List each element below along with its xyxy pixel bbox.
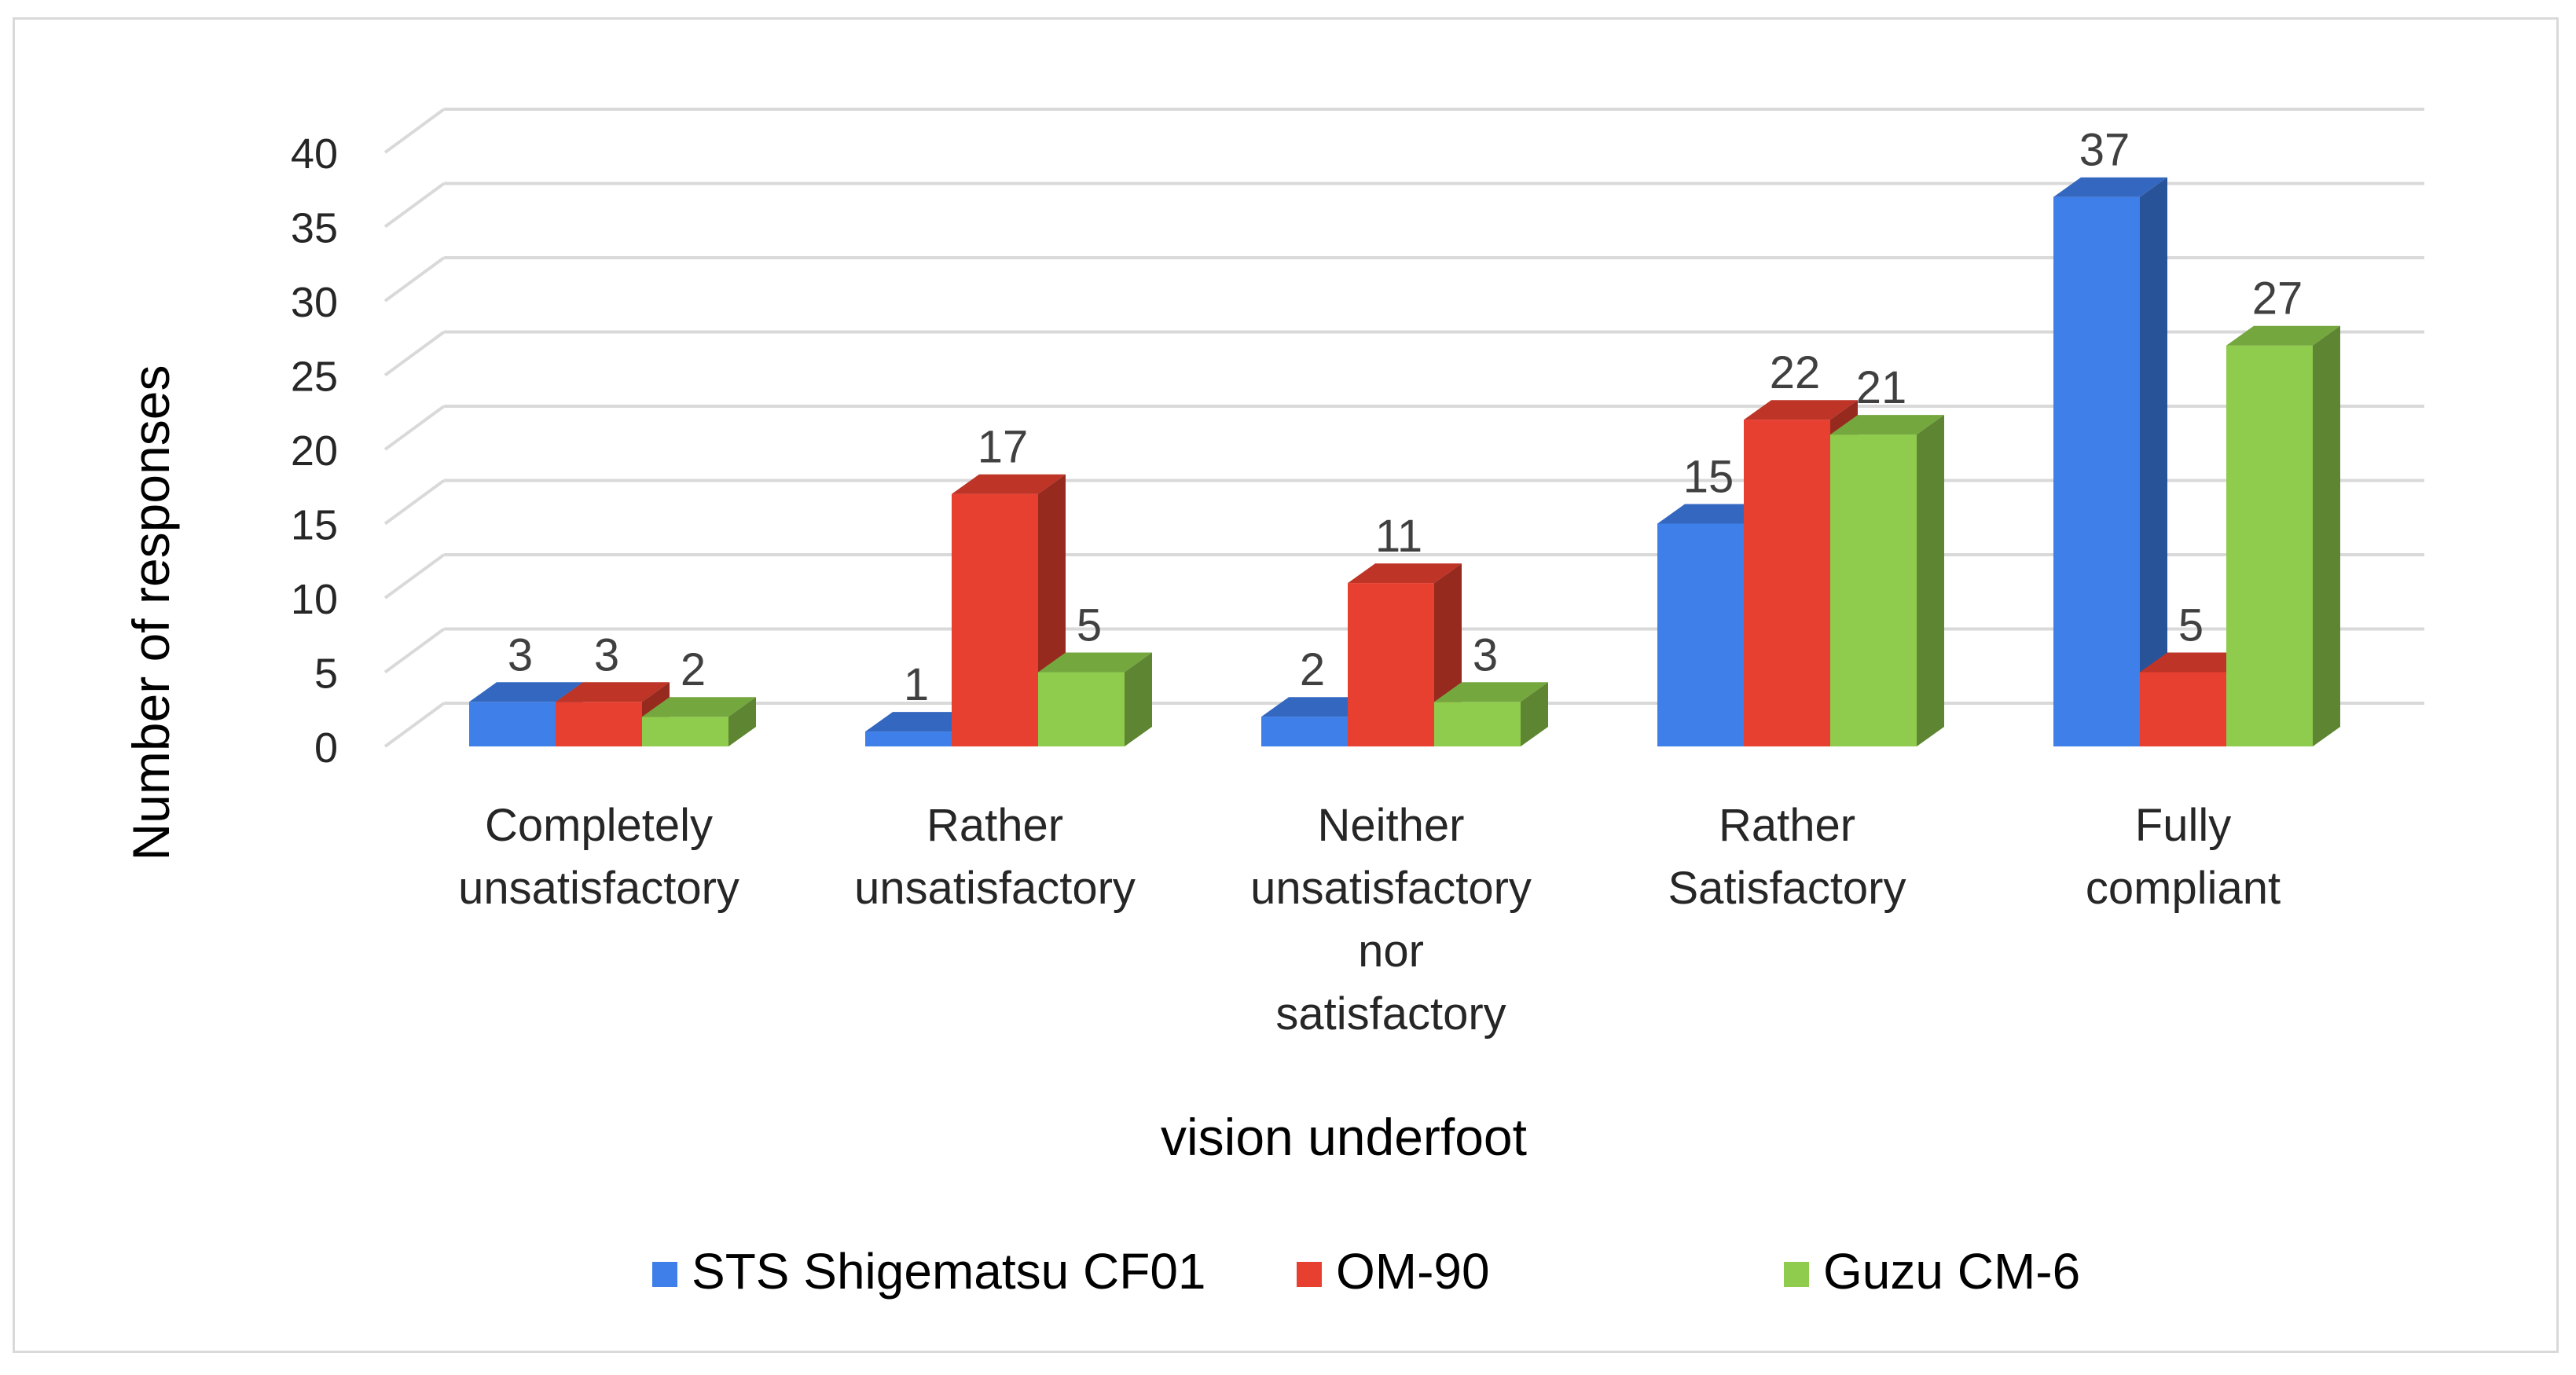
gridline-depth: [383, 702, 446, 748]
legend-item: STS Shigematsu CF01: [652, 1243, 1206, 1300]
bar-side: [1917, 415, 1944, 746]
y-tick-label: 30: [291, 279, 338, 326]
gridline-depth: [383, 478, 446, 526]
bar: [2226, 325, 2340, 746]
bar-side: [1125, 652, 1152, 746]
gridline-depth: [383, 108, 446, 154]
y-tick-label: 40: [291, 130, 338, 178]
legend-label: STS Shigematsu CF01: [692, 1243, 1206, 1300]
bar: [1434, 682, 1548, 746]
data-label: 5: [1077, 600, 1102, 651]
bar-top: [2053, 177, 2167, 197]
y-tick-label: 25: [291, 354, 338, 401]
bar-front: [952, 493, 1038, 746]
bar: [1038, 652, 1152, 746]
bar-top: [642, 697, 756, 717]
y-tick-label: 0: [314, 724, 338, 772]
bar-top: [1038, 652, 1152, 673]
gridline-depth: [383, 330, 446, 377]
legend: STS Shigematsu CF01 OM-90 Guzu CM-6: [652, 1243, 2080, 1300]
data-label: 21: [1856, 362, 1907, 413]
bar: [2053, 177, 2167, 746]
legend-label: Guzu CM-6: [1823, 1243, 2080, 1300]
data-label: 1: [904, 659, 929, 710]
legend-swatch: [652, 1262, 677, 1287]
bar-side: [728, 697, 756, 746]
legend-item: Guzu CM-6: [1784, 1243, 2080, 1300]
gridline-depth: [383, 182, 446, 229]
bar-top: [2140, 652, 2254, 673]
bar: [952, 474, 1066, 746]
bar-front: [1830, 434, 1917, 746]
legend-item: OM-90: [1297, 1243, 1490, 1300]
y-tick-label: 35: [291, 205, 338, 252]
bar-front: [642, 717, 728, 746]
data-label: 15: [1683, 452, 1734, 503]
legend-swatch: [1784, 1262, 1809, 1287]
y-axis-title: Number of responses: [122, 365, 180, 861]
bar-top: [1261, 697, 1375, 717]
data-label: 17: [978, 422, 1029, 473]
bar: [1830, 415, 1944, 746]
data-label: 11: [1375, 511, 1422, 562]
gridline-depth: [383, 405, 446, 451]
data-label: 27: [2252, 273, 2303, 324]
bar-top: [469, 682, 583, 702]
legend-label: OM-90: [1336, 1243, 1490, 1300]
bar-front: [469, 702, 556, 746]
bar-front: [2140, 672, 2226, 746]
data-label: 37: [2079, 125, 2130, 176]
bar: [642, 697, 756, 746]
y-tick-label: 10: [291, 576, 338, 623]
bar-top: [1434, 682, 1548, 702]
bar-side: [1521, 682, 1548, 746]
y-tick-label: 20: [291, 427, 338, 475]
bar-top: [1348, 563, 1462, 584]
data-label: 5: [2178, 600, 2204, 651]
data-label: 2: [681, 644, 706, 695]
data-label: 3: [508, 629, 533, 680]
bar-front: [556, 702, 642, 746]
data-label: 3: [1473, 629, 1498, 680]
y-tick-label: 5: [314, 651, 338, 698]
bar-top: [1657, 504, 1771, 524]
bar-side: [2313, 325, 2340, 746]
bar-front: [1261, 717, 1348, 746]
x-axis-title: vision underfoot: [1161, 1108, 1527, 1166]
bar-top: [952, 474, 1066, 494]
data-label: 3: [594, 629, 619, 680]
bar-front: [1434, 702, 1521, 746]
data-label: 2: [1300, 644, 1325, 695]
y-tick-label: 15: [291, 502, 338, 549]
bar-front: [1657, 523, 1744, 746]
x-category-label: Rather unsatisfactory: [854, 800, 1136, 914]
legend-swatch: [1297, 1262, 1322, 1287]
x-category-label: Completely unsatisfactory: [458, 800, 739, 914]
bar-top: [1744, 400, 1858, 420]
bar-front: [1038, 672, 1125, 746]
x-category-label: Fully compliant: [2086, 800, 2281, 914]
bar-front: [2053, 196, 2140, 746]
bar-side: [2140, 177, 2167, 746]
gridline-depth: [383, 627, 446, 674]
bar-front: [865, 732, 952, 746]
x-category-label: Neither unsatisfactory nor satisfactory: [1250, 800, 1532, 1040]
x-category-label: Rather Satisfactory: [1668, 800, 1906, 914]
bar-front: [2226, 345, 2313, 746]
bar-top: [556, 682, 670, 702]
bar-top: [865, 712, 979, 732]
gridline-depth: [383, 553, 446, 600]
data-label: 22: [1770, 347, 1821, 398]
bar-top: [2226, 325, 2340, 346]
gridline-depth: [383, 256, 446, 302]
bar-front: [1744, 420, 1830, 746]
bar-front: [1348, 583, 1434, 746]
bar-top: [1830, 415, 1944, 435]
